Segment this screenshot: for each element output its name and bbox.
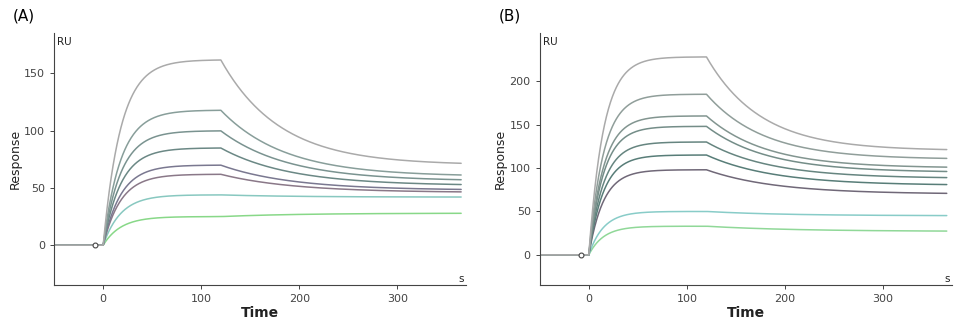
Text: RU: RU [57,37,72,47]
Text: RU: RU [542,37,558,47]
Y-axis label: Response: Response [9,129,21,189]
Text: (A): (A) [12,8,36,23]
Y-axis label: Response: Response [493,129,507,189]
X-axis label: Time: Time [727,306,765,320]
Text: s: s [459,274,464,284]
Text: (B): (B) [498,8,521,23]
X-axis label: Time: Time [241,306,279,320]
Text: s: s [945,275,949,284]
